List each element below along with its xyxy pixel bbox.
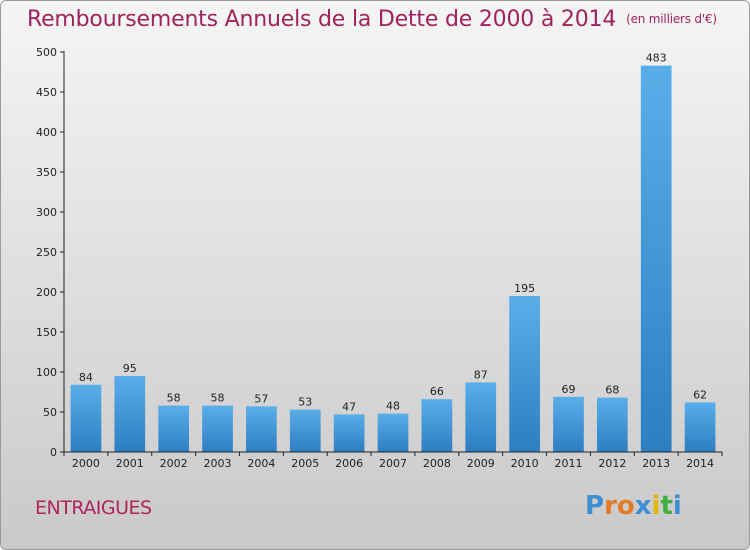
x-tick-label: 2008 [423, 457, 451, 470]
bar-2012 [596, 397, 628, 452]
chart-title: Remboursements Annuels de la Dette de 20… [27, 7, 717, 32]
bar-chart: 0 50 100 150 200 250 300 350 400 450 500 2000 2001 2… [36, 46, 723, 470]
y-tick-label: 200 [36, 286, 57, 299]
bar-2004 [246, 406, 277, 452]
data-label: 47 [342, 400, 356, 413]
bar-2000 [70, 384, 102, 452]
data-label: 483 [646, 52, 667, 65]
bar-2003 [202, 405, 233, 452]
x-tick-label: 2007 [379, 457, 407, 470]
y-tick-label: 300 [36, 206, 57, 219]
data-label: 57 [254, 392, 268, 405]
y-tick-label: 450 [36, 86, 57, 99]
data-label: 84 [79, 371, 93, 384]
bar-2001 [114, 376, 146, 452]
x-tick-label: 2006 [335, 457, 363, 470]
data-label: 58 [211, 392, 225, 405]
bar-2007 [377, 413, 409, 452]
data-label: 53 [298, 396, 312, 409]
x-tick-label: 2001 [116, 457, 144, 470]
x-tick-label: 2011 [554, 457, 582, 470]
data-label: 62 [693, 388, 707, 401]
y-tick-label: 500 [36, 46, 57, 59]
commune-name: ENTRAIGUES [35, 497, 152, 519]
bar-2006 [333, 414, 365, 452]
data-label: 69 [561, 383, 575, 396]
bar-2010 [509, 296, 540, 452]
bar-2013 [640, 65, 672, 452]
logo-letter: t [660, 491, 673, 521]
y-tick-label: 150 [36, 326, 57, 339]
logo-letter: x [634, 491, 652, 521]
bar-2009 [465, 382, 497, 452]
x-tick-label: 2014 [686, 457, 714, 470]
x-tick-label: 2013 [642, 457, 670, 470]
logo-letter: P [585, 491, 605, 521]
y-tick-label: 400 [36, 126, 57, 139]
data-label: 95 [123, 362, 137, 375]
data-label: 66 [430, 385, 444, 398]
x-tick-label: 2005 [291, 457, 319, 470]
bar-2014 [684, 402, 716, 452]
x-tick-label: 2009 [467, 457, 495, 470]
logo-letter: o [616, 491, 635, 521]
logo-letter: r [604, 491, 617, 521]
x-tick-label: 2002 [160, 457, 188, 470]
data-label: 87 [474, 368, 488, 381]
data-label: 195 [514, 282, 535, 295]
bar-2008 [421, 399, 453, 452]
y-tick-label: 50 [43, 406, 57, 419]
bar-2002 [158, 405, 190, 452]
y-tick-label: 100 [36, 366, 57, 379]
logo-letter: i [672, 491, 682, 521]
x-tick-label: 2000 [72, 457, 100, 470]
chart-subtitle: (en milliers d'€) [626, 12, 717, 26]
chart-title-text: Remboursements Annuels de la Dette de 20… [27, 7, 617, 32]
x-tick-label: 2012 [598, 457, 626, 470]
y-tick-label: 250 [36, 246, 57, 259]
bar-2011 [553, 396, 584, 452]
y-tick-label: 350 [36, 166, 57, 179]
bar-2005 [289, 409, 321, 452]
x-tick-label: 2004 [247, 457, 275, 470]
data-label: 58 [167, 392, 181, 405]
logo-letter: i [651, 491, 661, 521]
data-label: 68 [605, 384, 619, 397]
data-label: 48 [386, 400, 400, 413]
x-tick-label: 2003 [204, 457, 232, 470]
proxiti-logo: Proxiti [585, 491, 682, 521]
y-tick-label: 0 [50, 446, 57, 459]
x-tick-label: 2010 [511, 457, 539, 470]
